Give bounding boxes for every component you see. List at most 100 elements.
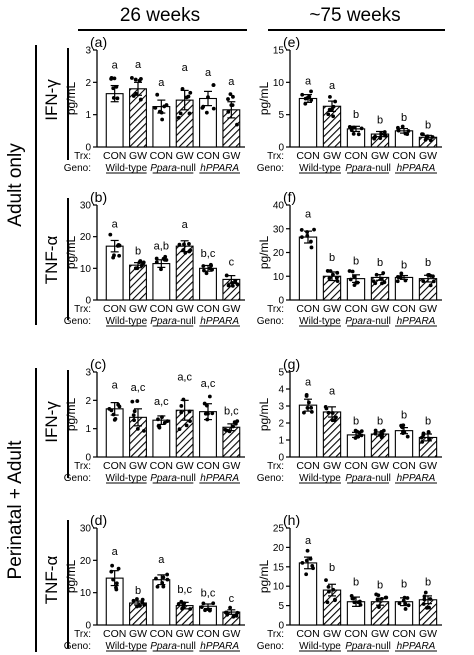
significance-letter: b: [401, 410, 407, 422]
data-point: [211, 106, 216, 111]
geno-row-label: Geno:: [64, 473, 91, 484]
y-axis-label: pg/mL: [64, 398, 78, 432]
genotype-label: hPPARA: [200, 316, 239, 327]
data-point: [327, 589, 331, 594]
data-point: [377, 605, 381, 610]
panels-layer: (a)0123pg/mLaCONaGWaCONaGWaCONaGWTrx:Gen…: [64, 34, 442, 652]
significance-letter: a: [112, 60, 119, 72]
significance-letter: b: [377, 416, 383, 428]
data-point: [324, 578, 328, 583]
data-point: [405, 434, 410, 439]
data-point: [176, 115, 181, 120]
data-point: [186, 94, 191, 99]
genotype-label: hPPARA: [397, 641, 436, 652]
data-point: [112, 76, 117, 81]
data-point: [333, 597, 337, 602]
trx-label: GW: [129, 460, 147, 472]
data-point: [331, 104, 336, 109]
data-point: [431, 274, 435, 279]
data-point: [200, 105, 205, 110]
significance-letter: b,c: [201, 587, 216, 599]
y-tick-label: 0: [278, 453, 284, 464]
data-point: [352, 274, 356, 279]
trx-label: CON: [103, 460, 126, 472]
data-point: [142, 428, 146, 433]
geno-row-label: Geno:: [257, 316, 284, 327]
significance-letter: a: [182, 62, 189, 74]
data-point: [325, 600, 330, 605]
trx-label: GW: [371, 150, 389, 162]
genotype-label: Wild-type: [105, 473, 147, 484]
data-point: [156, 417, 160, 422]
data-point: [226, 110, 231, 114]
data-point: [199, 605, 204, 610]
y-tick-label: 5: [278, 110, 284, 121]
data-point: [188, 90, 193, 95]
significance-letter: b: [425, 257, 431, 269]
trx-label: CON: [344, 628, 367, 640]
data-point: [356, 600, 361, 605]
data-point: [159, 267, 163, 272]
significance-letter: b,c: [201, 248, 216, 260]
significance-letter: b: [353, 109, 359, 121]
data-point: [112, 417, 117, 422]
genotype-label: Ppara-null: [150, 641, 196, 652]
trx-row-label: Trx:: [74, 151, 91, 162]
data-point: [135, 399, 140, 403]
data-point: [224, 273, 229, 278]
data-point: [114, 585, 118, 590]
genotype-label: Ppara-null: [345, 473, 391, 484]
data-point: [141, 260, 146, 265]
col-title-26-weeks: 26 weeks: [120, 5, 200, 26]
geno-row-label: Geno:: [64, 163, 91, 174]
data-point: [188, 419, 192, 424]
trx-label: CON: [296, 303, 319, 315]
panel-e: (e) 0 5 10 15 pg/mL a CON a GW b CON b GW b CON b GW Trx:G…: [257, 34, 442, 174]
significance-letter: b: [353, 415, 359, 427]
data-point: [226, 97, 230, 101]
genotype-label: Wild-type: [299, 473, 341, 484]
data-point: [328, 94, 332, 99]
trx-label: CON: [196, 628, 219, 640]
data-point: [332, 418, 337, 423]
significance-letter: b: [353, 577, 359, 589]
data-point: [359, 126, 364, 131]
data-point: [347, 124, 352, 129]
trx-row-label: Trx:: [74, 629, 91, 640]
row-label-ifn-gamma-adult: IFN-γ: [42, 79, 61, 121]
trx-label: GW: [176, 460, 194, 472]
panel-a: (a) 0 1 2 3 pg/mL a CON a GW a CON a GW a CON a GW Trx:Gen…: [64, 34, 245, 174]
significance-letter: a: [305, 209, 312, 221]
data-point: [138, 259, 143, 263]
data-point: [428, 283, 433, 288]
genotype-label: hPPARA: [397, 163, 436, 174]
genotype-label: Ppara-null: [345, 316, 391, 327]
data-point: [233, 421, 238, 426]
y-tick-label: 30: [80, 201, 92, 212]
data-point: [381, 271, 386, 275]
significance-letter: a: [158, 554, 165, 566]
data-point: [223, 427, 228, 432]
trx-label: CON: [392, 628, 415, 640]
y-axis-label: pg/mL: [64, 236, 78, 270]
y-axis-label: pg/mL: [64, 82, 78, 116]
trx-label: CON: [344, 150, 367, 162]
geno-row-label: Geno:: [64, 641, 91, 652]
data-point: [231, 614, 236, 619]
data-point: [234, 613, 239, 618]
bar-con: [105, 408, 124, 458]
data-point: [177, 427, 182, 431]
data-point: [352, 600, 357, 605]
data-point: [326, 112, 331, 117]
trx-label: GW: [129, 150, 147, 162]
bar-con: [152, 419, 171, 458]
data-point: [179, 404, 184, 408]
group-label-perinatal-adult: Perinatal + Adult: [5, 440, 26, 580]
trx-label: GW: [419, 460, 437, 472]
data-point: [431, 279, 436, 284]
panel-tag: (h): [283, 512, 300, 528]
y-tick-label: 5: [278, 368, 284, 379]
y-tick-label: 3: [85, 368, 91, 379]
trx-label: GW: [176, 303, 194, 315]
data-point: [305, 548, 310, 553]
